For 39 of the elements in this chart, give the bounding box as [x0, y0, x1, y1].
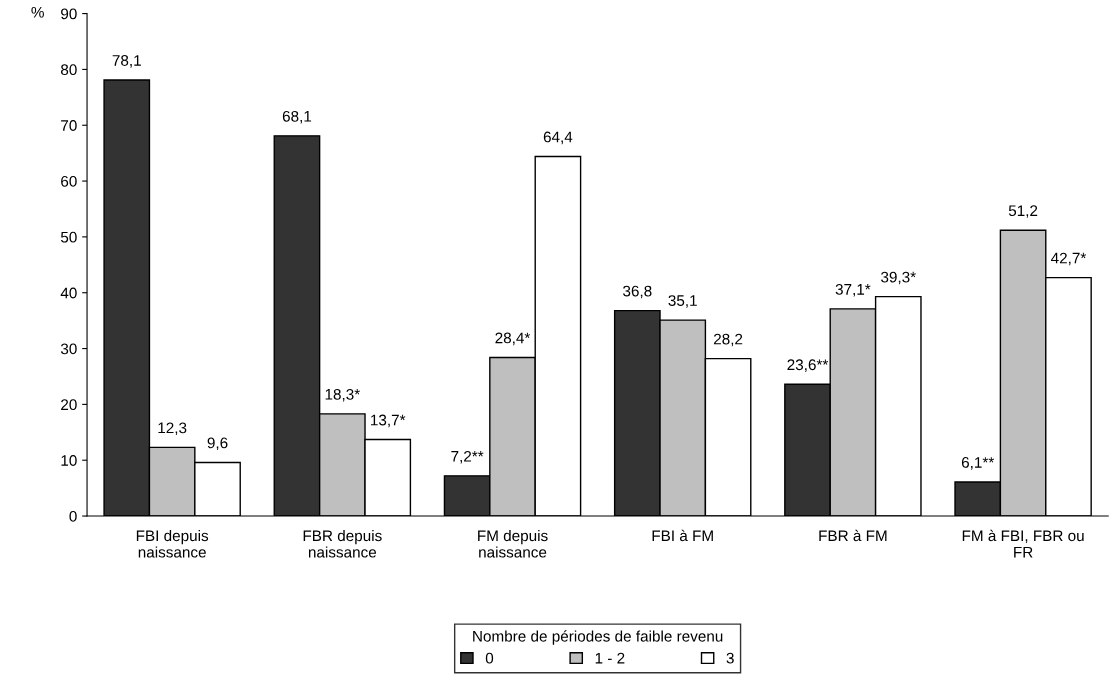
- legend-label: 3: [726, 652, 734, 664]
- data-label: 28,2: [714, 333, 743, 347]
- data-label: 6,1**: [961, 457, 995, 470]
- data-label: 7,2**: [451, 450, 484, 464]
- y-tick-label: 30: [60, 343, 77, 355]
- legend-title: Nombre de périodes de faible revenu: [473, 630, 723, 645]
- y-tick-label: 10: [61, 455, 77, 466]
- data-label: 42,7*: [1050, 252, 1087, 266]
- data-label: 36,8: [623, 285, 652, 299]
- y-tick-label: 70: [61, 120, 77, 131]
- y-tick-label: 90: [61, 8, 77, 20]
- data-label: 37,1*: [835, 283, 871, 297]
- data-label: 68,1: [282, 110, 312, 124]
- data-label: 35,1: [668, 295, 697, 308]
- y-tick-label: 40: [60, 287, 77, 299]
- data-label: 78,1: [112, 55, 141, 68]
- data-label: 64,4: [543, 131, 573, 145]
- x-tick-label: FM depuis naissance: [478, 529, 548, 558]
- y-tick-label: 50: [60, 231, 77, 243]
- y-tick-label: 80: [61, 64, 77, 76]
- x-tick-label: FM à FBI, FBR ou FR: [962, 529, 1084, 558]
- data-label: 9,6: [207, 437, 228, 451]
- data-label: 39,3*: [881, 271, 916, 285]
- data-label: 28,4*: [495, 332, 531, 346]
- data-label: 18,3*: [325, 388, 360, 402]
- x-tick-label: FBI à FM: [652, 529, 713, 542]
- x-tick-label: FBR à FM: [819, 529, 887, 542]
- y-axis-title: %: [31, 6, 44, 18]
- legend-label: 1 - 2: [595, 652, 625, 664]
- data-label: 12,3: [158, 422, 187, 436]
- data-label: 13,7*: [371, 414, 406, 428]
- x-tick-label: FBI depuis naissance: [136, 529, 209, 558]
- y-tick-label: 60: [61, 175, 77, 187]
- data-label: 23,6**: [787, 359, 829, 372]
- data-label: 51,2: [1008, 205, 1038, 218]
- x-tick-label: FBR depuis naissance: [303, 529, 382, 558]
- y-tick-label: 0: [69, 510, 77, 522]
- y-tick-label: 20: [61, 399, 77, 411]
- legend-label: 0: [485, 652, 494, 664]
